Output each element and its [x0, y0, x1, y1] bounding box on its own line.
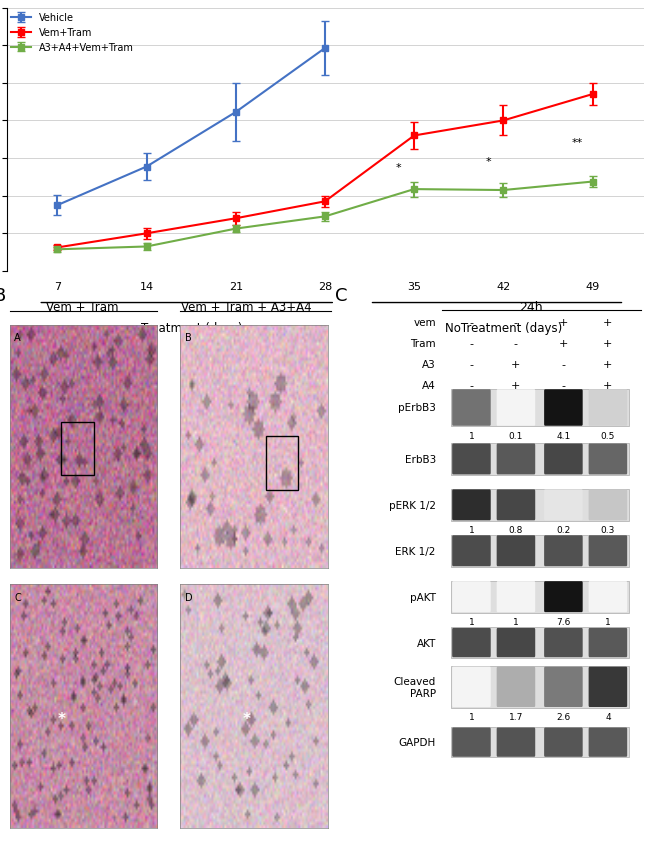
Text: -: -: [562, 380, 566, 391]
Bar: [450, 727, 629, 757]
Text: 0.2: 0.2: [556, 525, 571, 535]
FancyBboxPatch shape: [589, 628, 627, 658]
FancyBboxPatch shape: [497, 390, 535, 426]
Bar: [450, 535, 629, 567]
FancyBboxPatch shape: [452, 667, 491, 707]
FancyBboxPatch shape: [497, 536, 535, 566]
FancyBboxPatch shape: [497, 444, 535, 475]
FancyBboxPatch shape: [589, 490, 627, 520]
Text: +: +: [559, 317, 568, 328]
Bar: [450, 490, 629, 521]
FancyBboxPatch shape: [497, 628, 535, 658]
Text: *: *: [396, 162, 402, 172]
Text: Cleaved
PARP: Cleaved PARP: [394, 676, 436, 698]
Text: 0.5: 0.5: [601, 432, 615, 440]
FancyBboxPatch shape: [544, 390, 582, 426]
Text: 4.1: 4.1: [556, 432, 571, 440]
Text: NoTreatment (days): NoTreatment (days): [445, 322, 562, 334]
Text: +: +: [603, 339, 612, 348]
Text: 1: 1: [605, 618, 611, 626]
Bar: [450, 628, 629, 658]
FancyBboxPatch shape: [497, 582, 535, 612]
Text: vem: vem: [413, 317, 436, 328]
Bar: [450, 389, 629, 426]
FancyBboxPatch shape: [497, 728, 535, 757]
Text: 7.6: 7.6: [556, 618, 571, 626]
Text: -: -: [469, 317, 473, 328]
Text: Vem + Tram + A3+A4: Vem + Tram + A3+A4: [181, 300, 311, 313]
Text: Vem + Tram: Vem + Tram: [46, 300, 118, 313]
FancyBboxPatch shape: [589, 536, 627, 566]
Text: 1: 1: [513, 618, 519, 626]
Text: B: B: [0, 287, 6, 305]
Text: C: C: [335, 287, 348, 305]
Text: -: -: [514, 317, 518, 328]
FancyBboxPatch shape: [497, 490, 535, 520]
FancyBboxPatch shape: [589, 390, 627, 426]
FancyBboxPatch shape: [452, 390, 491, 426]
Text: -: -: [469, 339, 473, 348]
Text: 1: 1: [469, 618, 474, 626]
Bar: [450, 444, 629, 475]
Text: ErbB3: ErbB3: [404, 455, 436, 464]
Text: 0.1: 0.1: [509, 432, 523, 440]
Text: +: +: [603, 380, 612, 391]
Text: pAKT: pAKT: [410, 592, 436, 602]
Text: 1.7: 1.7: [509, 712, 523, 721]
Text: pErbB3: pErbB3: [398, 403, 436, 413]
Text: +: +: [512, 380, 521, 391]
Text: +: +: [512, 359, 521, 369]
FancyBboxPatch shape: [452, 536, 491, 566]
FancyBboxPatch shape: [589, 728, 627, 757]
Text: 1: 1: [469, 525, 474, 535]
Text: -: -: [469, 359, 473, 369]
FancyBboxPatch shape: [497, 667, 535, 707]
Text: +: +: [603, 359, 612, 369]
Text: 2.6: 2.6: [556, 712, 571, 721]
FancyBboxPatch shape: [544, 490, 582, 520]
FancyBboxPatch shape: [589, 444, 627, 475]
FancyBboxPatch shape: [452, 444, 491, 475]
Text: 4: 4: [605, 712, 611, 721]
Text: Treatment (days): Treatment (days): [140, 322, 242, 334]
FancyBboxPatch shape: [589, 667, 627, 707]
FancyBboxPatch shape: [589, 582, 627, 612]
Text: **: **: [571, 138, 583, 148]
Text: +: +: [603, 317, 612, 328]
Text: 1: 1: [469, 712, 474, 721]
Text: GAPDH: GAPDH: [398, 737, 436, 747]
FancyBboxPatch shape: [452, 728, 491, 757]
Text: pERK 1/2: pERK 1/2: [389, 500, 436, 510]
FancyBboxPatch shape: [452, 490, 491, 520]
Text: ERK 1/2: ERK 1/2: [395, 546, 436, 556]
Text: AKT: AKT: [417, 638, 436, 647]
Text: +: +: [559, 339, 568, 348]
Text: -: -: [514, 339, 518, 348]
FancyBboxPatch shape: [544, 444, 582, 475]
Text: -: -: [469, 380, 473, 391]
FancyBboxPatch shape: [452, 628, 491, 658]
FancyBboxPatch shape: [544, 628, 582, 658]
Bar: [450, 666, 629, 708]
Text: 0.8: 0.8: [509, 525, 523, 535]
Bar: [450, 581, 629, 613]
Text: Tram: Tram: [410, 339, 436, 348]
Text: *: *: [486, 157, 491, 166]
Text: 24h: 24h: [519, 300, 543, 313]
FancyBboxPatch shape: [544, 728, 582, 757]
FancyBboxPatch shape: [544, 582, 582, 612]
Text: A4: A4: [422, 380, 436, 391]
FancyBboxPatch shape: [544, 667, 582, 707]
FancyBboxPatch shape: [544, 536, 582, 566]
Text: 0.3: 0.3: [601, 525, 615, 535]
FancyBboxPatch shape: [452, 582, 491, 612]
Text: 1: 1: [469, 432, 474, 440]
Text: A3: A3: [422, 359, 436, 369]
Text: -: -: [562, 359, 566, 369]
Legend: Vehicle, Vem+Tram, A3+A4+Vem+Tram: Vehicle, Vem+Tram, A3+A4+Vem+Tram: [11, 14, 133, 53]
